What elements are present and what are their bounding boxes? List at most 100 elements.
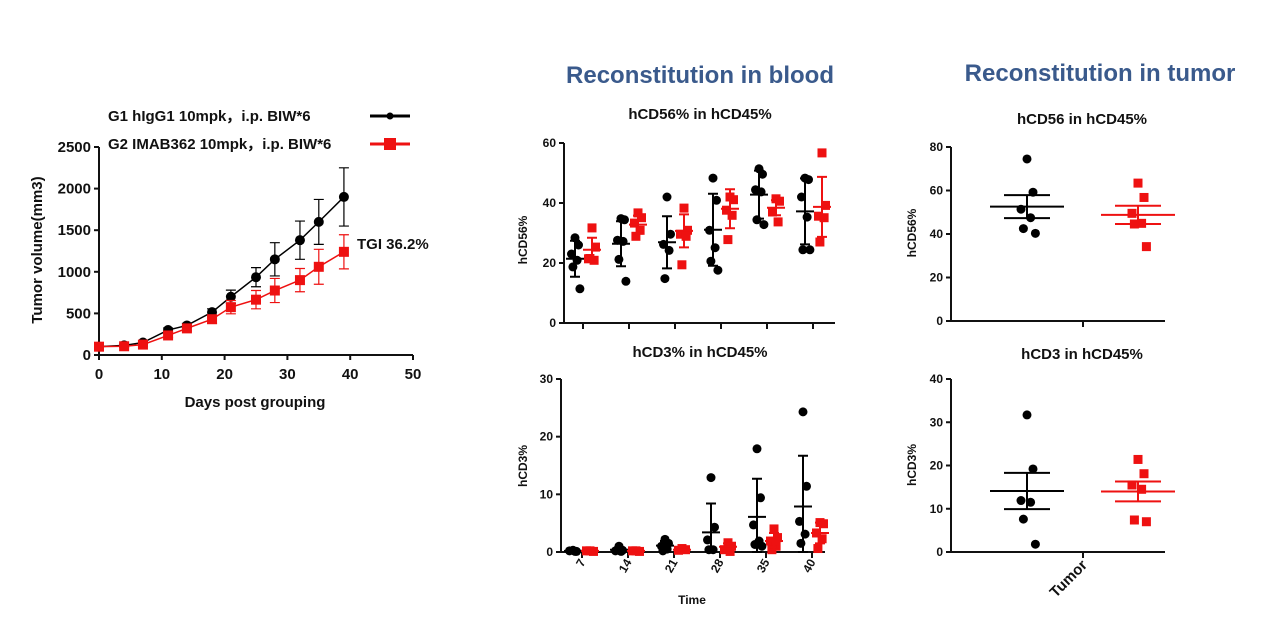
data-point xyxy=(798,407,808,417)
data-point xyxy=(805,245,815,255)
error-bar xyxy=(798,454,808,553)
data-point xyxy=(727,210,737,220)
data-point xyxy=(660,274,670,284)
legend-marker xyxy=(386,112,394,120)
data-point xyxy=(225,291,236,302)
x-tick-label: 50 xyxy=(405,366,422,383)
data-point xyxy=(591,242,600,252)
y-tick-label: 20 xyxy=(930,271,944,285)
data-point xyxy=(630,218,639,228)
data-point xyxy=(819,213,829,223)
series-g1 xyxy=(566,164,815,294)
data-point xyxy=(94,341,104,352)
chart-title: hCD3% in hCD45% xyxy=(632,344,767,361)
data-point xyxy=(1028,464,1038,474)
data-point xyxy=(1016,496,1026,506)
y-tick-label: 1500 xyxy=(58,222,91,239)
data-point xyxy=(679,203,689,213)
y-axis-label: hCD56% xyxy=(905,208,919,257)
data-point xyxy=(294,235,305,246)
y-tick-label: 20 xyxy=(543,256,557,270)
data-point xyxy=(706,473,716,483)
x-tick-label: Tumor xyxy=(1047,557,1091,601)
y-axis-label: Tumor volume(mm3) xyxy=(29,176,46,323)
data-point xyxy=(798,245,808,255)
series-line xyxy=(98,251,345,348)
data-point xyxy=(637,213,646,223)
data-point xyxy=(1133,178,1143,188)
data-point xyxy=(585,254,595,263)
series-g2 xyxy=(1101,178,1175,252)
data-point xyxy=(666,229,675,239)
data-point xyxy=(1018,224,1028,234)
x-tick-label: 14 xyxy=(616,556,635,575)
x-tick-label: 21 xyxy=(662,556,681,575)
dot-plot-3: hCD56 in hCD45% hCD56% 0 20 40 60 80 xyxy=(905,111,1175,328)
data-point xyxy=(797,192,806,202)
y-tick-label: 40 xyxy=(930,372,944,386)
chart-title: hCD3 in hCD45% xyxy=(1021,346,1143,363)
x-axis-label: Days post grouping xyxy=(185,394,326,411)
dot-plot-1: hCD56% in hCD45% hCD56% 0 20 40 60 xyxy=(516,106,835,330)
y-axis-label: hCD3% xyxy=(905,444,919,486)
legend-marker xyxy=(384,138,396,150)
x-tick-label: 40 xyxy=(800,556,819,575)
axes xyxy=(560,379,825,553)
data-point xyxy=(758,169,767,179)
data-point xyxy=(757,541,767,551)
data-point xyxy=(710,243,720,253)
y-axis-label: hCD56% xyxy=(516,215,530,264)
data-point xyxy=(225,302,236,313)
data-point xyxy=(796,538,806,548)
series-g2 xyxy=(94,234,349,352)
data-point xyxy=(1133,454,1143,464)
data-point xyxy=(723,235,733,245)
data-point xyxy=(338,246,349,257)
data-point xyxy=(181,323,192,334)
data-point xyxy=(769,524,779,534)
data-point xyxy=(712,195,721,205)
chart-title: hCD56 in hCD45% xyxy=(1017,111,1147,128)
data-point xyxy=(251,272,261,283)
data-point xyxy=(819,519,828,529)
data-point xyxy=(802,481,811,491)
tumor-volume-chart: 0 500 1000 1500 2000 2500 0 10 20 30 40 50 Days post… xyxy=(29,108,429,411)
data-point xyxy=(338,191,349,202)
data-point xyxy=(251,294,261,305)
series-g1 xyxy=(990,410,1064,549)
data-point xyxy=(1022,154,1032,164)
data-point xyxy=(207,314,218,325)
x-tick-label: 0 xyxy=(95,366,103,383)
data-point xyxy=(759,220,769,230)
chart-title: hCD56% in hCD45% xyxy=(628,106,771,123)
y-tick-label: 0 xyxy=(936,314,943,328)
data-point xyxy=(713,265,723,275)
data-point xyxy=(1137,484,1147,494)
data-point xyxy=(575,284,585,294)
y-tick-label: 60 xyxy=(930,184,944,198)
legend-label: G1 hIgG1 10mpk，i.p. BIW*6 xyxy=(108,108,311,125)
data-point xyxy=(662,192,672,202)
y-tick-label: 40 xyxy=(543,196,557,210)
dot-plot-4: hCD3 in hCD45% hCD3% 0 10 20 30 40 Tumor xyxy=(905,346,1175,601)
data-point xyxy=(722,205,731,215)
data-point xyxy=(677,260,687,270)
data-point xyxy=(800,529,810,539)
data-point xyxy=(664,245,674,255)
series-line xyxy=(98,196,345,348)
series-g1 xyxy=(564,407,812,556)
y-tick-label: 10 xyxy=(540,487,554,501)
x-axis-label: Time xyxy=(678,593,706,607)
y-tick-label: 2500 xyxy=(58,139,91,156)
data-point xyxy=(817,534,827,544)
y-tick-label: 0 xyxy=(546,545,553,559)
y-tick-label: 0 xyxy=(83,347,91,364)
data-point xyxy=(676,229,685,239)
data-point xyxy=(1030,539,1040,549)
y-tick-label: 1000 xyxy=(58,264,91,281)
y-tick-label: 0 xyxy=(549,316,556,330)
error-bar xyxy=(706,502,716,553)
y-tick-label: 60 xyxy=(543,136,557,150)
x-tick-label: 20 xyxy=(216,366,233,383)
y-tick-label: 500 xyxy=(66,305,91,322)
